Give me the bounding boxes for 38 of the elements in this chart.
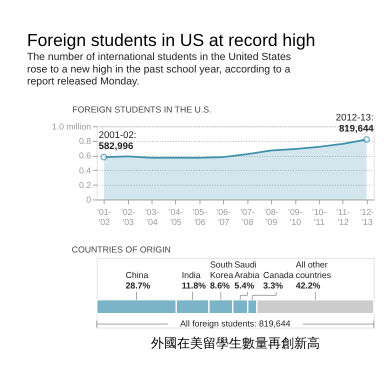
- x-tick-label: '01- '02: [97, 206, 112, 228]
- annotation: 2012-13: 819,644: [336, 112, 374, 135]
- text: All other countries: [296, 259, 332, 280]
- y-tick-label: 0.2: [78, 180, 92, 190]
- x-tick-label: '06- '07: [216, 206, 231, 228]
- text: Saudi Arabia: [234, 259, 260, 280]
- x-tick-label: '08- '09: [264, 206, 279, 228]
- data-label: 8.6%: [210, 280, 230, 290]
- text: 外國在美留學生數量再創新高: [150, 336, 320, 351]
- data-label: 11.8%: [182, 280, 206, 290]
- data-label: 28.7%: [126, 280, 151, 290]
- x-tick-label: '11- '12: [336, 206, 350, 228]
- data-label: 42.2%: [296, 280, 321, 290]
- y-tick-label: 0.4: [78, 165, 92, 176]
- x-tick-label: '03- '04: [144, 206, 160, 228]
- x-tick-label: '12- '13: [360, 206, 374, 228]
- chart-title: Foreign students in US at record high: [26, 30, 316, 50]
- text: FOREIGN STUDENTS IN THE U.S.: [72, 104, 212, 114]
- x-tick-label: '07- '08: [240, 206, 255, 228]
- text: India: [182, 270, 201, 280]
- chart-subtitle: The number of international students in the United States rose to a new high in the past school year, according to a report released Monday.: [26, 52, 291, 88]
- chart-title: COUNTRIES OF ORIGIN: [72, 244, 171, 255]
- y-tick-label: 0: [86, 194, 92, 205]
- text: Canada: [263, 270, 294, 280]
- x-tick-label: '05- '06: [192, 206, 208, 228]
- data-label: 3.3%: [263, 280, 284, 290]
- y-tick-label: 0.6: [78, 150, 92, 161]
- x-tick-label: '02- '03: [121, 206, 136, 228]
- x-tick-label: '09- '10: [288, 206, 303, 228]
- annotation: 2001-02: 582,996: [98, 130, 136, 152]
- x-tick-label: '04- '05: [168, 206, 184, 228]
- data-label: 5.4%: [234, 280, 254, 290]
- y-tick-label: 1.0 million: [52, 121, 92, 132]
- text: South Korea: [210, 259, 234, 280]
- x-tick-label: '10- '11: [312, 206, 327, 228]
- text: China: [126, 270, 148, 280]
- text: All foreign students: 819,644: [180, 318, 291, 329]
- y-tick-label: 0.8: [78, 136, 92, 146]
